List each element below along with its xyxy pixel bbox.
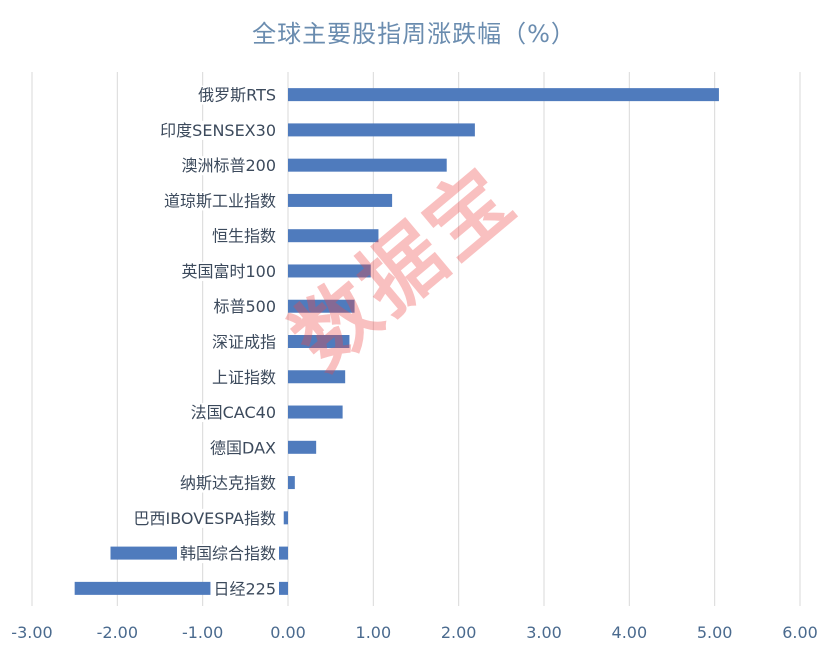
category-label-background xyxy=(178,156,279,176)
bar xyxy=(288,229,379,243)
bar xyxy=(288,335,350,348)
x-tick-label: 6.00 xyxy=(782,623,818,642)
bar xyxy=(288,158,447,172)
category-label-background xyxy=(208,367,279,387)
category-label: 标普500 xyxy=(213,297,276,316)
bar xyxy=(288,88,719,102)
bar xyxy=(288,370,346,384)
bar xyxy=(288,405,343,419)
x-tick-label: 1.00 xyxy=(356,623,392,642)
bar xyxy=(288,440,317,454)
bar xyxy=(288,264,371,278)
category-label-background xyxy=(178,261,279,281)
x-tick-label: 5.00 xyxy=(697,623,733,642)
category-label: 俄罗斯RTS xyxy=(198,86,276,105)
bar xyxy=(288,476,295,490)
x-tick-label: 3.00 xyxy=(526,623,562,642)
bar xyxy=(283,511,288,525)
x-tick-label: 0.00 xyxy=(270,623,306,642)
x-tick-label: -2.00 xyxy=(97,623,138,642)
category-label: 日经225 xyxy=(213,579,276,598)
category-label: 印度SENSEX30 xyxy=(160,121,276,140)
x-tick-label: 4.00 xyxy=(612,623,648,642)
category-label: 深证成指 xyxy=(212,333,276,352)
category-label-background xyxy=(176,544,279,564)
category-label-background xyxy=(130,508,279,528)
category-label: 上证指数 xyxy=(212,368,276,387)
chart-title: 全球主要股指周涨跌幅（%） xyxy=(252,20,576,48)
category-label-background xyxy=(176,473,279,493)
category-label: 法国CAC40 xyxy=(191,403,276,422)
x-tick-label: -1.00 xyxy=(182,623,223,642)
category-label-background xyxy=(210,579,279,599)
category-label: 澳洲标普200 xyxy=(181,156,276,175)
category-label: 道琼斯工业指数 xyxy=(164,191,276,210)
category-label-background xyxy=(208,332,279,352)
category-label: 英国富时100 xyxy=(181,262,276,281)
bar xyxy=(288,299,355,313)
category-label: 恒生指数 xyxy=(212,227,276,246)
category-label: 韩国综合指数 xyxy=(180,544,276,563)
category-label-background xyxy=(160,191,279,211)
bar xyxy=(288,123,475,137)
category-label-background xyxy=(207,438,280,458)
category-label: 德国DAX xyxy=(210,438,276,457)
category-label-background xyxy=(187,403,279,423)
category-label: 纳斯达克指数 xyxy=(180,474,276,493)
category-label-background xyxy=(157,120,279,140)
category-label-background xyxy=(210,297,279,317)
category-label-background xyxy=(208,226,279,246)
x-tick-label: -3.00 xyxy=(11,623,52,642)
bar xyxy=(288,193,393,207)
category-label: 巴西IBOVESPA指数 xyxy=(133,509,276,528)
category-label-background xyxy=(195,85,279,105)
x-tick-label: 2.00 xyxy=(441,623,477,642)
